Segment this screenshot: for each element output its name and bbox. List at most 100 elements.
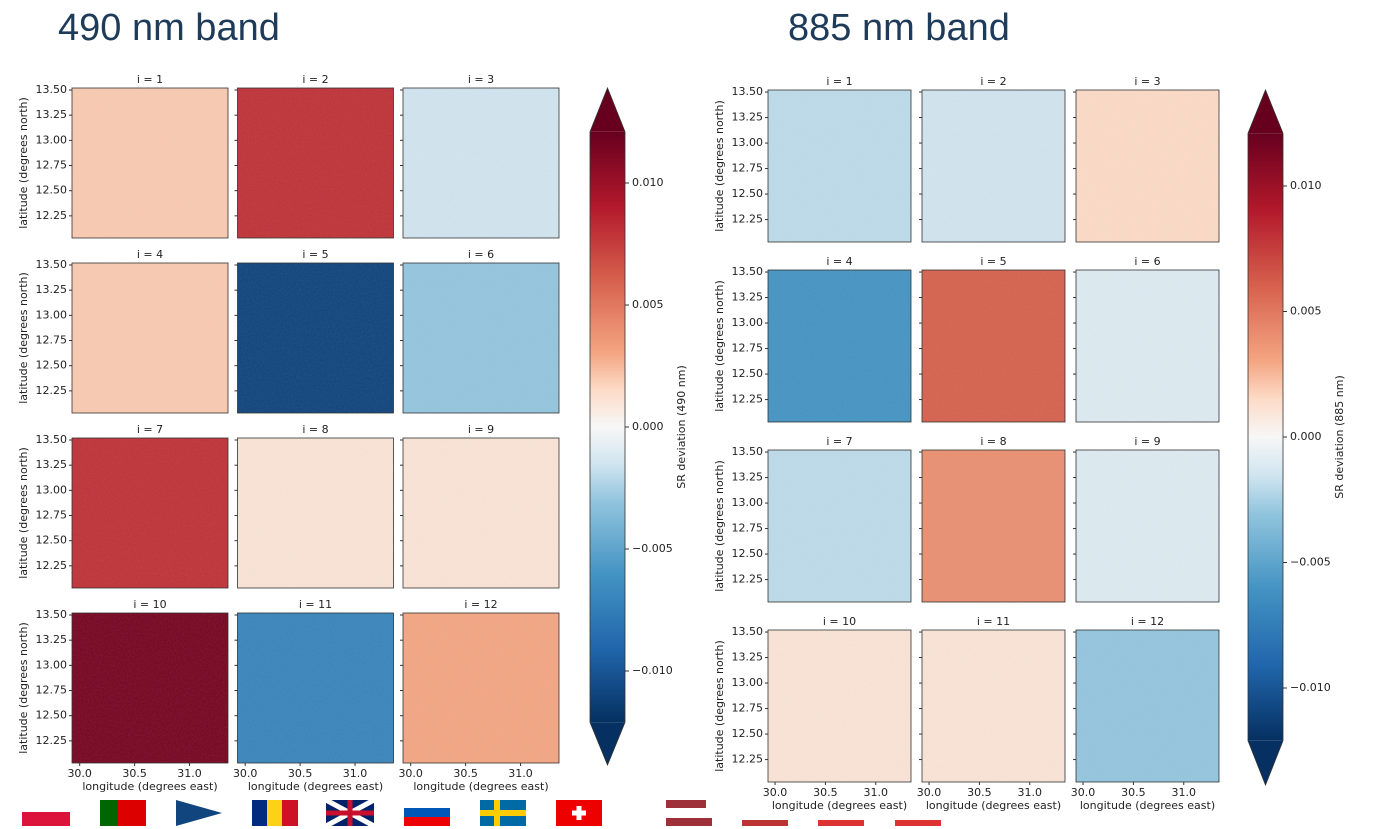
- y-tick-label: 13.50: [36, 433, 68, 446]
- panel-frame: [767, 629, 912, 783]
- y-axis-label: latitude (degrees north): [713, 460, 726, 592]
- panel-title: i = 9: [1134, 435, 1160, 448]
- panel-title: i = 1: [826, 75, 852, 88]
- y-axis-label: latitude (degrees north): [713, 280, 726, 412]
- colorbar-tick-label: −0.010: [1290, 681, 1331, 694]
- flags: [22, 797, 941, 829]
- y-tick-label: 13.50: [36, 608, 68, 621]
- panel-texture: [922, 450, 1065, 602]
- panel-title: i = 10: [133, 598, 166, 611]
- panel-frame: [402, 262, 560, 414]
- colorbar-extend-bottom: [590, 722, 625, 765]
- x-axis-label: longitude (degrees east): [248, 780, 383, 793]
- panel-frame: [71, 262, 229, 414]
- y-tick-label: 12.50: [732, 727, 764, 740]
- panel-title: i = 2: [302, 73, 328, 86]
- flag: [572, 806, 586, 820]
- y-tick-label: 12.50: [36, 534, 68, 547]
- panel-texture: [922, 90, 1065, 242]
- chart-title: 885 nm band: [788, 7, 1010, 49]
- panel-frame: [237, 87, 394, 239]
- panel-texture: [237, 88, 394, 238]
- flag: [267, 800, 282, 826]
- panel-title: i = 4: [137, 248, 163, 261]
- flag: [326, 800, 374, 826]
- panel-texture: [237, 438, 394, 588]
- panel-frame: [237, 437, 394, 589]
- panel-texture: [72, 438, 228, 588]
- x-tick-label: 30.5: [453, 767, 478, 780]
- y-tick-label: 12.25: [732, 753, 764, 766]
- y-tick-label: 13.25: [732, 111, 764, 124]
- flag: [176, 800, 222, 826]
- panel-texture: [72, 613, 228, 763]
- y-tick-label: 12.25: [36, 734, 68, 747]
- panel-texture: [72, 263, 228, 413]
- panel-title: i = 5: [302, 248, 328, 261]
- panel-title: i = 5: [980, 255, 1006, 268]
- y-tick-label: 12.25: [36, 209, 68, 222]
- panel-texture: [403, 613, 559, 763]
- y-tick-label: 13.25: [36, 108, 68, 121]
- y-tick-label: 13.00: [732, 496, 764, 509]
- x-tick-label: 31.0: [508, 767, 533, 780]
- flag: [666, 800, 706, 808]
- panel-frame: [1075, 629, 1220, 783]
- y-tick-label: 12.75: [732, 702, 764, 715]
- colorbar-tick-label: 0.005: [632, 298, 664, 311]
- flag: [818, 820, 864, 826]
- colorbar-tick-label: −0.005: [632, 542, 673, 555]
- flag: [404, 817, 450, 826]
- x-tick-label: 30.0: [917, 786, 942, 799]
- y-axis-label: latitude (degrees north): [713, 100, 726, 232]
- panel-title: i = 8: [302, 423, 328, 436]
- x-tick-label: 31.0: [1018, 786, 1043, 799]
- y-tick-label: 13.00: [36, 483, 68, 496]
- flag: [666, 818, 712, 826]
- x-axis-label: longitude (degrees east): [926, 799, 1061, 812]
- y-tick-label: 12.75: [732, 162, 764, 175]
- y-axis-label: latitude (degrees north): [17, 272, 30, 404]
- panel-title: i = 4: [826, 255, 852, 268]
- y-tick-label: 12.75: [732, 342, 764, 355]
- colorbar-frame: [1247, 88, 1284, 787]
- panel-frame: [921, 269, 1066, 423]
- x-tick-label: 30.5: [813, 786, 838, 799]
- x-tick-label: 31.0: [177, 767, 202, 780]
- y-tick-label: 12.50: [36, 709, 68, 722]
- panel-title: i = 7: [137, 423, 163, 436]
- y-tick-label: 12.75: [36, 159, 68, 172]
- colorbar-tick-label: 0.010: [632, 176, 664, 189]
- flag: [895, 820, 941, 826]
- y-axis-label: latitude (degrees north): [17, 622, 30, 754]
- panel-frame: [767, 89, 912, 243]
- y-tick-label: 13.00: [732, 316, 764, 329]
- panel-frame: [71, 612, 229, 764]
- colorbar-tick-label: 0.000: [632, 420, 664, 433]
- y-tick-label: 13.00: [36, 308, 68, 321]
- panel-frame: [767, 269, 912, 423]
- panel-texture: [237, 613, 394, 763]
- colorbar: [590, 131, 625, 723]
- colorbar-label: SR deviation (490 nm): [675, 365, 688, 489]
- colorbar-tick-label: 0.005: [1290, 305, 1322, 318]
- panel-frame: [237, 612, 394, 764]
- y-tick-label: 12.25: [36, 559, 68, 572]
- panel-frame: [71, 87, 229, 239]
- y-axis-label: latitude (degrees north): [17, 447, 30, 579]
- colorbar-tick-label: −0.010: [632, 664, 673, 677]
- panel-frame: [1075, 449, 1220, 603]
- panel-frame: [402, 87, 560, 239]
- flag: [282, 800, 298, 826]
- y-tick-label: 12.25: [732, 213, 764, 226]
- y-tick-label: 12.25: [732, 573, 764, 586]
- flag: [480, 800, 526, 826]
- panel-frame: [71, 437, 229, 589]
- x-tick-label: 31.0: [864, 786, 889, 799]
- panel-texture: [1076, 270, 1219, 422]
- panel-texture: [768, 90, 911, 242]
- panel-frame: [402, 437, 560, 589]
- panel-texture: [768, 450, 911, 602]
